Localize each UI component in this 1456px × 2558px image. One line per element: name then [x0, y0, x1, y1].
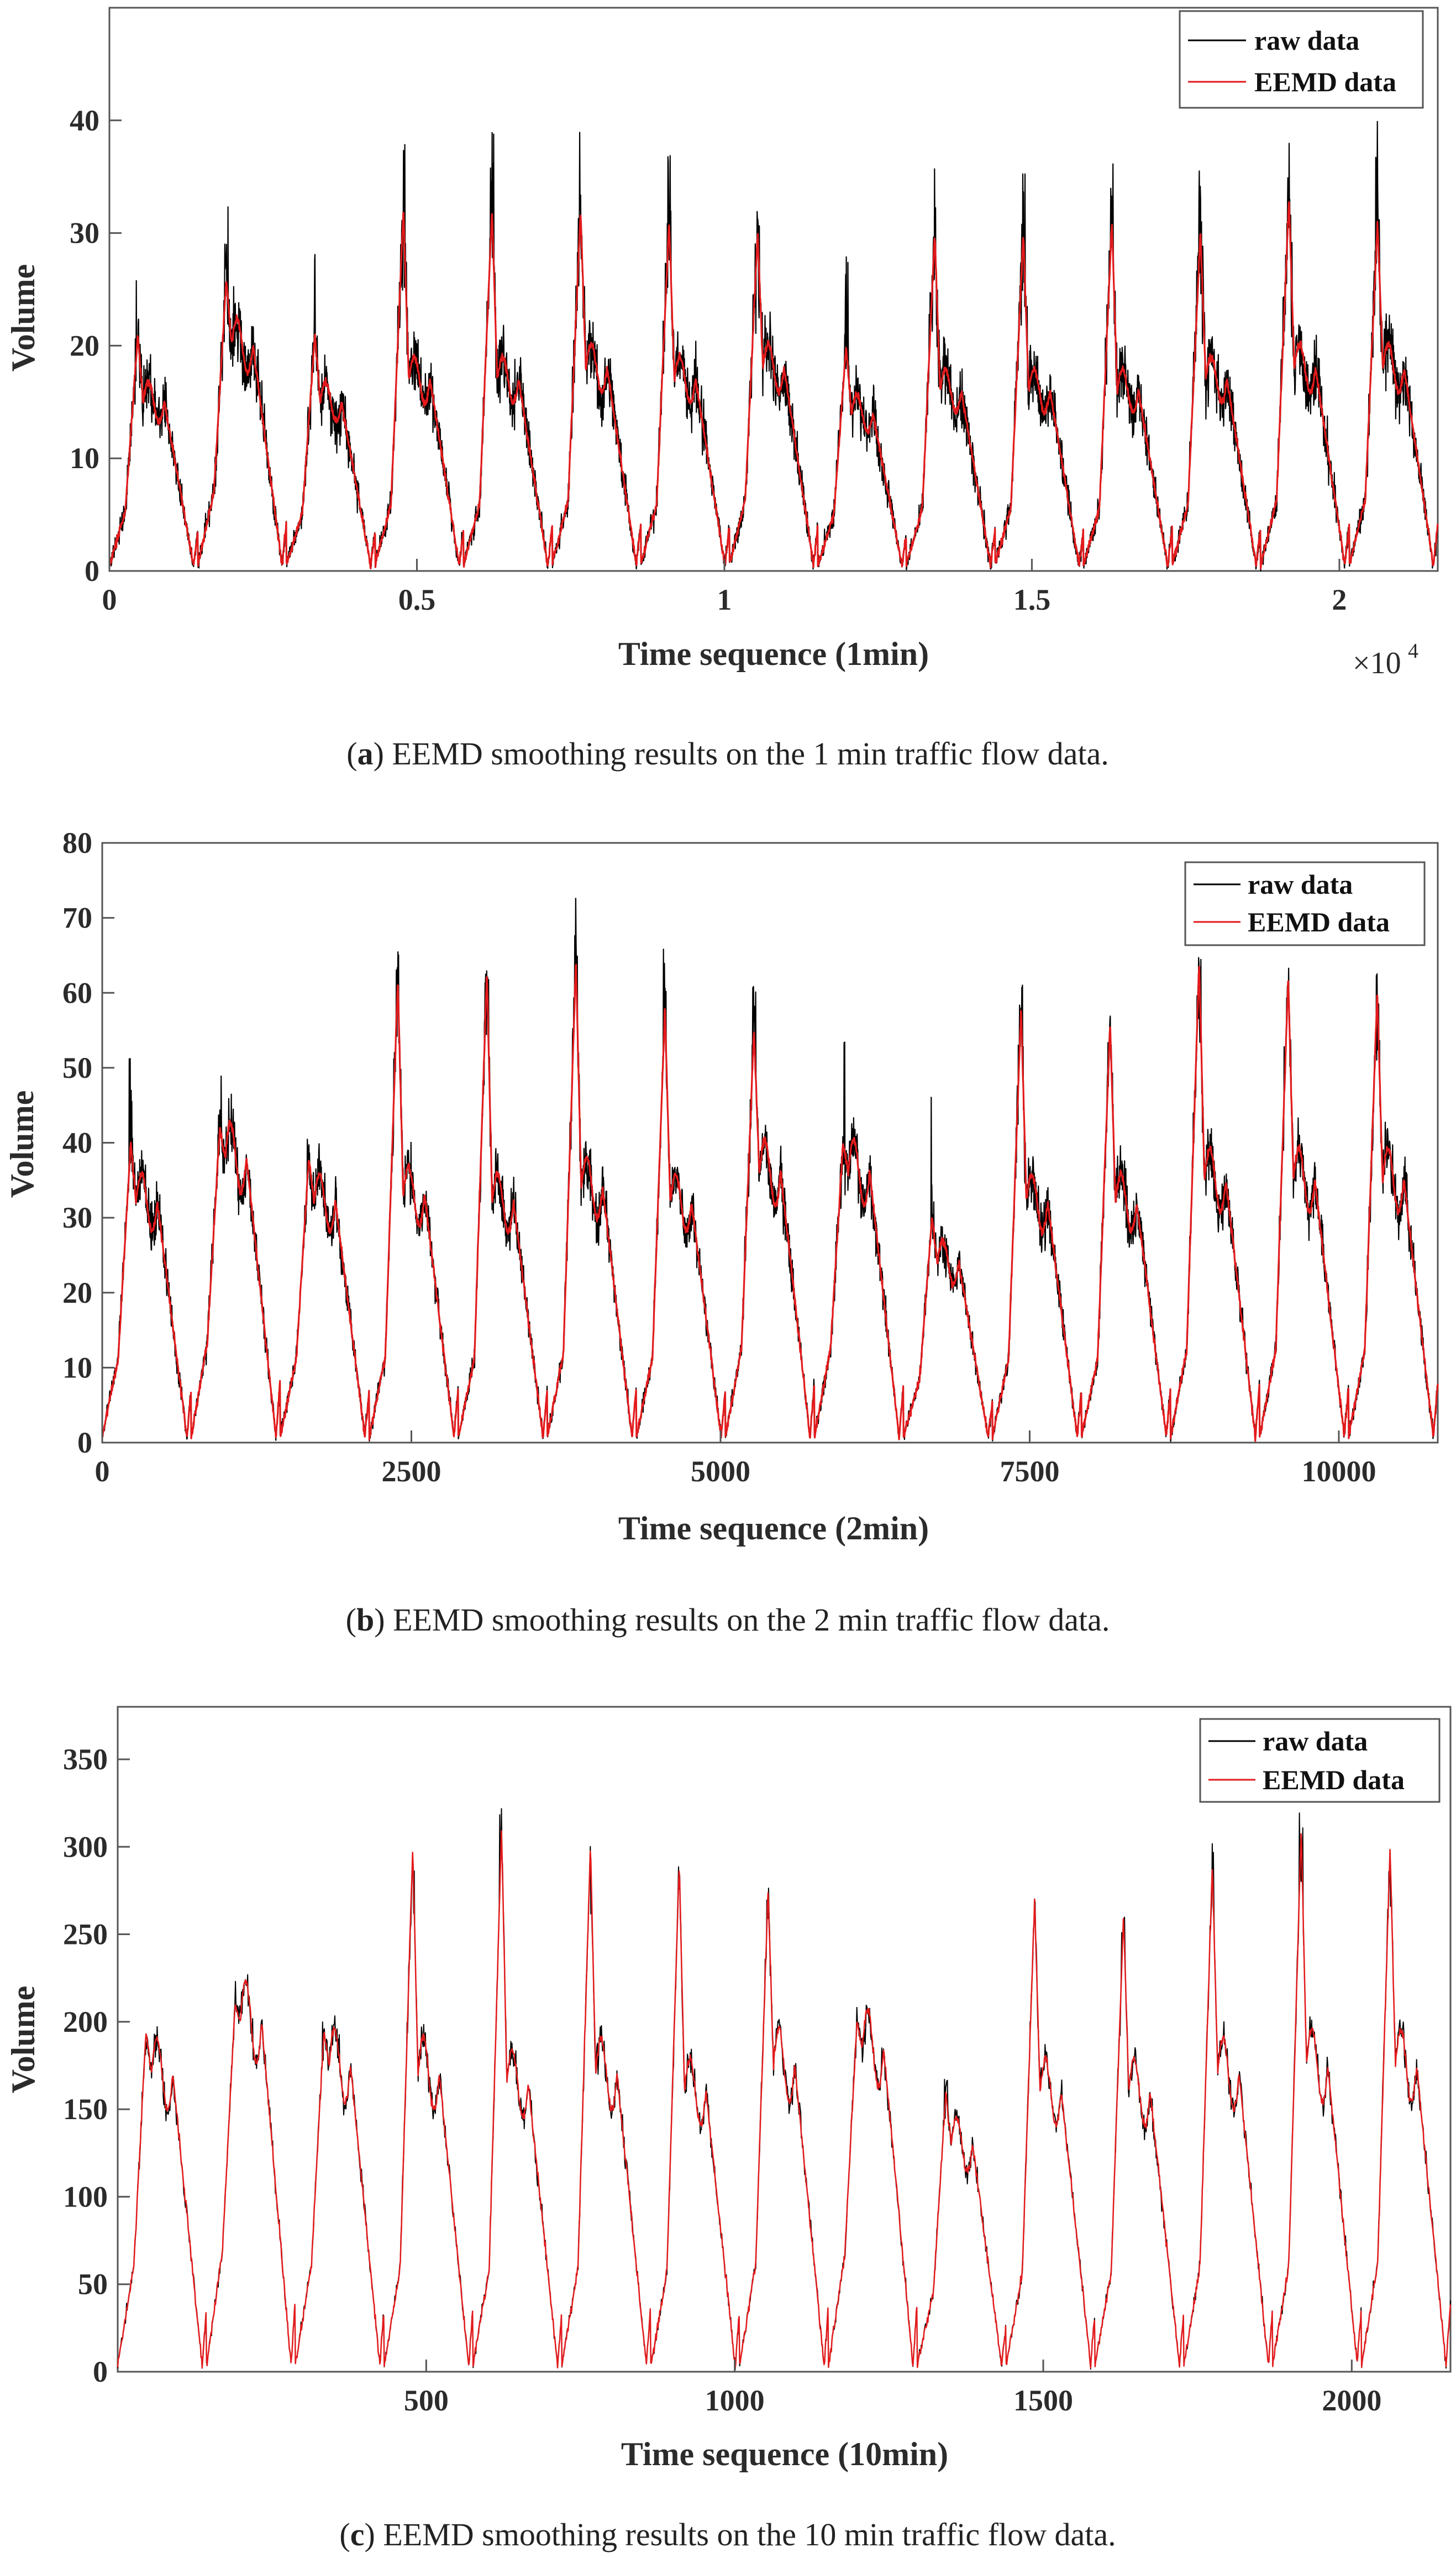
- caption-a: (a) EEMD smoothing results on the 1 min …: [346, 736, 1108, 772]
- y-tick-label: 200: [63, 2005, 108, 2038]
- y-tick-label: 350: [63, 1743, 108, 1776]
- y-tick-label: 10: [70, 442, 99, 475]
- y-tick-label: 30: [62, 1201, 92, 1234]
- x-tick-label: 0: [95, 1455, 110, 1488]
- legend-eemd-label: EEMD data: [1248, 906, 1390, 937]
- series-layer: [108, 120, 1439, 572]
- legend: raw data EEMD data: [1184, 861, 1426, 946]
- y-tick-label: 10: [62, 1351, 92, 1384]
- caption-c: (c) EEMD smoothing results on the 10 min…: [339, 2517, 1116, 2552]
- plot-frame: [117, 1706, 1452, 2373]
- caption-text: EEMD smoothing results on the 1 min traf…: [392, 736, 1108, 772]
- y-tick-label: 0: [93, 2355, 108, 2388]
- x-tick-label: 10000: [1301, 1455, 1376, 1488]
- y-axis-title: Volume: [5, 1986, 41, 2093]
- series-layer: [117, 1808, 1452, 2370]
- eemd-data-line: [101, 963, 1439, 1442]
- x-tick-label: 1000: [705, 2384, 765, 2417]
- y-tick-label: 40: [62, 1126, 92, 1160]
- caption-letter: b: [356, 1602, 374, 1638]
- series-layer: [101, 898, 1439, 1442]
- legend-raw-label: raw data: [1248, 869, 1353, 900]
- y-tick-label: 70: [62, 901, 92, 935]
- ticks-layer: 500 1000 1500 2000 0 50 100 150 200 250 300 350: [63, 1743, 1381, 2417]
- eemd-data-line: [117, 1830, 1452, 2369]
- legend: raw data EEMD data: [1179, 10, 1424, 109]
- y-tick-label: 0: [85, 554, 99, 588]
- y-axis-title: Volume: [4, 1091, 40, 1198]
- y-tick-label: 0: [77, 1426, 92, 1459]
- y-tick-label: 20: [62, 1276, 92, 1309]
- panel-b: 0 2500 5000 7500 10000 0 10 20 30 40 50 60 70 80 Time…: [4, 826, 1439, 1638]
- x-tick-label: 0.5: [398, 583, 436, 616]
- legend-eemd-label: EEMD data: [1254, 66, 1396, 97]
- panel-c: 500 1000 1500 2000 0 50 100 150 200 250 300 350 Tim…: [5, 1706, 1452, 2552]
- caption-letter: a: [358, 736, 374, 772]
- x-tick-label: 5000: [691, 1455, 750, 1488]
- legend-box: [1184, 861, 1426, 946]
- eemd-data-line: [108, 201, 1439, 570]
- y-tick-label: 300: [63, 1830, 108, 1863]
- y-tick-label: 60: [62, 976, 92, 1009]
- x-tick-label: 7500: [1000, 1455, 1059, 1488]
- caption-b: (b) EEMD smoothing results on the 2 min …: [346, 1602, 1110, 1638]
- x-tick-label: 2: [1332, 583, 1347, 616]
- x-tick-label: 2000: [1322, 2384, 1381, 2417]
- legend-raw-label: raw data: [1254, 25, 1359, 56]
- y-tick-label: 100: [63, 2180, 108, 2213]
- x-tick-label: 500: [404, 2384, 449, 2417]
- y-axis-title: Volume: [5, 264, 41, 371]
- legend-box: [1199, 1718, 1441, 1803]
- x-axis-title: Time sequence (10min): [621, 2436, 948, 2472]
- y-tick-label: 80: [62, 826, 92, 859]
- x-tick-label: 1500: [1013, 2384, 1073, 2417]
- x-tick-label: 1.5: [1013, 583, 1051, 616]
- legend-raw-label: raw data: [1263, 1726, 1368, 1757]
- caption-text: EEMD smoothing results on the 10 min tra…: [383, 2517, 1116, 2552]
- y-tick-label: 20: [70, 329, 99, 362]
- x-tick-label: 0: [102, 583, 117, 616]
- x-exponent-base: ×10: [1353, 646, 1401, 680]
- x-exponent-power: 4: [1408, 640, 1418, 663]
- ticks-layer: 0 2500 5000 7500 10000 0 10 20 30 40 50 60 70 80: [62, 826, 1376, 1488]
- caption-letter: c: [350, 2517, 365, 2552]
- legend-eemd-label: EEMD data: [1263, 1764, 1405, 1795]
- y-tick-label: 150: [63, 2093, 108, 2126]
- y-tick-label: 50: [78, 2268, 108, 2301]
- y-tick-label: 30: [70, 217, 99, 250]
- x-tick-label: 1: [717, 583, 732, 616]
- x-tick-label: 2500: [381, 1455, 441, 1488]
- legend-box: [1179, 10, 1424, 109]
- y-tick-label: 40: [70, 104, 99, 137]
- legend: raw data EEMD data: [1199, 1718, 1441, 1803]
- y-tick-label: 50: [62, 1051, 92, 1084]
- raw-data-line: [109, 120, 1439, 572]
- x-axis-title: Time sequence (1min): [618, 636, 929, 672]
- y-tick-label: 250: [63, 1918, 108, 1951]
- x-axis-title: Time sequence (2min): [618, 1510, 929, 1547]
- caption-text: EEMD smoothing results on the 2 min traf…: [393, 1602, 1110, 1638]
